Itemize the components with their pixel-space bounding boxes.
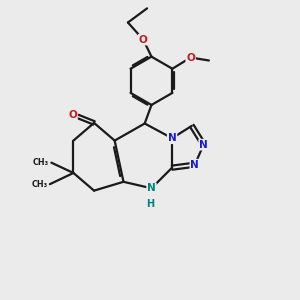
Text: N: N — [199, 140, 208, 150]
Text: CH₃: CH₃ — [33, 158, 49, 166]
Text: H: H — [146, 200, 154, 209]
Text: N: N — [168, 133, 176, 143]
Text: O: O — [139, 34, 148, 45]
Text: N: N — [147, 183, 156, 193]
Text: O: O — [186, 52, 195, 62]
Text: CH₃: CH₃ — [32, 180, 47, 189]
Text: N: N — [190, 160, 199, 170]
Text: O: O — [68, 110, 77, 120]
